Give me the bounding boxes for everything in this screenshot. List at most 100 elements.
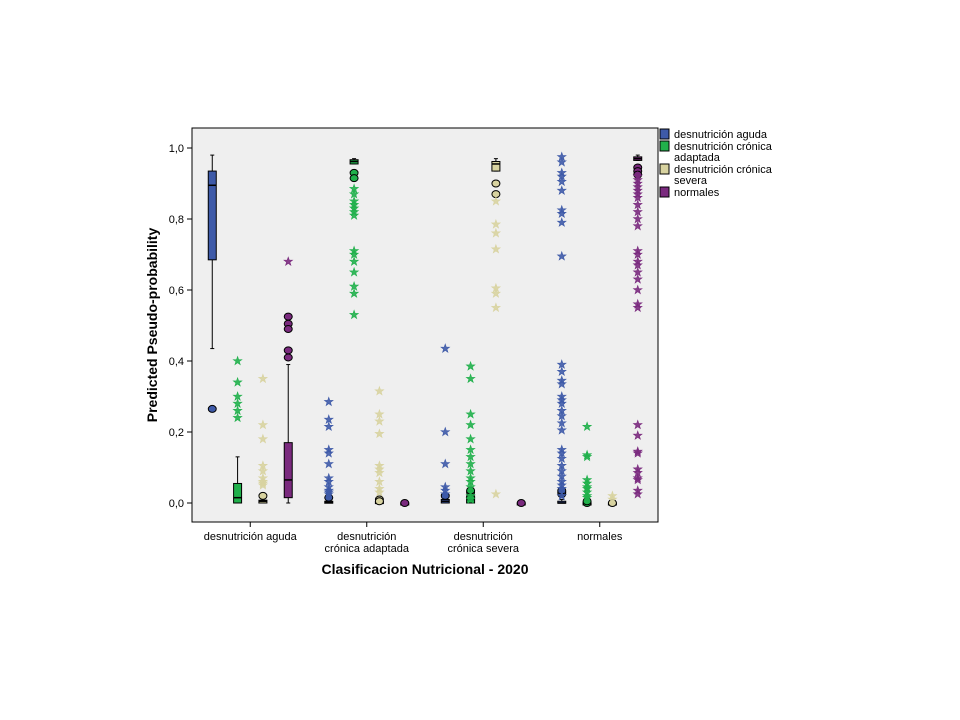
outlier-point xyxy=(258,491,268,500)
extreme-point xyxy=(323,458,334,469)
extreme-point xyxy=(348,309,360,320)
box-plot-item xyxy=(348,158,360,320)
legend-label-line: adaptada xyxy=(674,152,721,164)
legend-label-line: desnutrición crónica xyxy=(674,164,773,176)
x-tick-label-line: desnutrición xyxy=(337,531,396,543)
box-plot-item xyxy=(556,151,567,504)
box-plot-item xyxy=(400,499,410,507)
extreme-point xyxy=(490,227,502,238)
extreme-point xyxy=(632,284,643,295)
x-tick-label: desnutrición crónica severa xyxy=(447,531,519,555)
outlier-point xyxy=(283,312,293,321)
legend-swatch xyxy=(659,186,670,198)
extreme-point xyxy=(490,218,502,229)
extreme-point xyxy=(556,490,567,501)
x-tick-label-line: desnutrición aguda xyxy=(204,531,298,543)
extreme-point xyxy=(440,426,451,437)
extreme-point xyxy=(556,185,567,195)
y-tick-label: 1,0 xyxy=(169,143,184,155)
extreme-point xyxy=(465,419,476,430)
box-plot-item xyxy=(632,154,643,499)
box-plot-item xyxy=(581,421,593,507)
extreme-point xyxy=(490,243,502,254)
extreme-point xyxy=(348,210,360,220)
plot-background xyxy=(191,127,659,523)
extreme-point xyxy=(556,424,567,435)
extreme-point xyxy=(232,412,243,423)
extreme-point xyxy=(632,447,643,458)
y-tick-label: 0,4 xyxy=(169,356,184,368)
extreme-point xyxy=(632,474,643,485)
extreme-point xyxy=(632,273,643,284)
extreme-point xyxy=(440,343,451,353)
extreme-point xyxy=(374,467,385,478)
extreme-point xyxy=(556,217,567,227)
extreme-point xyxy=(465,494,476,504)
x-tick-label-line: desnutrición xyxy=(454,531,513,543)
x-tick-label-line: normales xyxy=(577,531,623,543)
x-tick-label: normales xyxy=(577,531,623,543)
extreme-point xyxy=(632,302,643,313)
legend-label: desnutrición aguda xyxy=(674,129,768,141)
box-plot-item xyxy=(440,343,451,504)
legend-label: normales xyxy=(674,187,720,199)
extreme-point xyxy=(348,288,360,298)
extreme-point xyxy=(374,385,385,396)
outlier-point xyxy=(207,404,217,413)
legend-swatch xyxy=(659,163,670,175)
legend-label-line: desnutrición crónica xyxy=(674,141,773,153)
extreme-point xyxy=(490,288,502,298)
box-plot-item xyxy=(516,499,526,507)
box-plot-item xyxy=(490,158,502,499)
box-iqr xyxy=(283,442,293,499)
extreme-point xyxy=(556,366,567,377)
extreme-point xyxy=(490,195,502,206)
box-plot-item xyxy=(283,256,294,504)
extreme-point xyxy=(632,430,643,440)
extreme-point xyxy=(465,373,476,384)
y-axis-title: Predicted Pseudo-probability xyxy=(144,228,160,423)
outlier-point xyxy=(283,346,293,355)
box-iqr xyxy=(207,170,217,261)
extreme-point xyxy=(374,415,385,426)
extreme-point xyxy=(323,421,334,432)
outlier-point xyxy=(283,353,293,362)
extreme-point xyxy=(257,433,269,444)
legend-label-line: desnutrición aguda xyxy=(674,129,768,141)
extreme-point xyxy=(581,421,593,432)
outlier-point xyxy=(349,174,359,183)
extreme-point xyxy=(323,396,334,407)
extreme-point xyxy=(348,256,360,266)
extreme-point xyxy=(632,220,643,231)
outlier-point xyxy=(283,325,293,334)
box-plot-item xyxy=(374,385,385,506)
x-tick-label-line: crónica adaptada xyxy=(325,543,410,555)
extreme-point xyxy=(556,176,567,187)
box-plot-item xyxy=(465,360,476,504)
x-tick-label-line: crónica severa xyxy=(447,543,519,555)
extreme-point xyxy=(257,373,269,384)
legend-item: normales xyxy=(659,186,720,199)
extreme-point xyxy=(323,447,334,458)
extreme-point xyxy=(440,488,451,499)
extreme-point xyxy=(232,355,243,366)
extreme-point xyxy=(257,479,269,490)
extreme-point xyxy=(374,428,385,439)
extreme-point xyxy=(581,451,593,462)
extreme-point xyxy=(556,208,567,219)
y-tick-label: 0,2 xyxy=(169,427,184,439)
legend-swatch xyxy=(659,140,670,152)
extreme-point xyxy=(465,360,476,371)
extreme-point xyxy=(283,256,294,266)
y-tick-label: 0,6 xyxy=(169,285,184,297)
legend-item: desnutrición crónica severa xyxy=(659,163,773,187)
outlier-point xyxy=(491,179,501,188)
legend-item: desnutrición aguda xyxy=(659,128,768,141)
legend-swatch xyxy=(659,128,670,140)
extreme-point xyxy=(581,492,593,503)
box-plot-item xyxy=(607,490,618,507)
extreme-point xyxy=(465,433,476,444)
extreme-point xyxy=(556,250,567,261)
extreme-point xyxy=(490,302,502,313)
extreme-point xyxy=(632,488,643,499)
